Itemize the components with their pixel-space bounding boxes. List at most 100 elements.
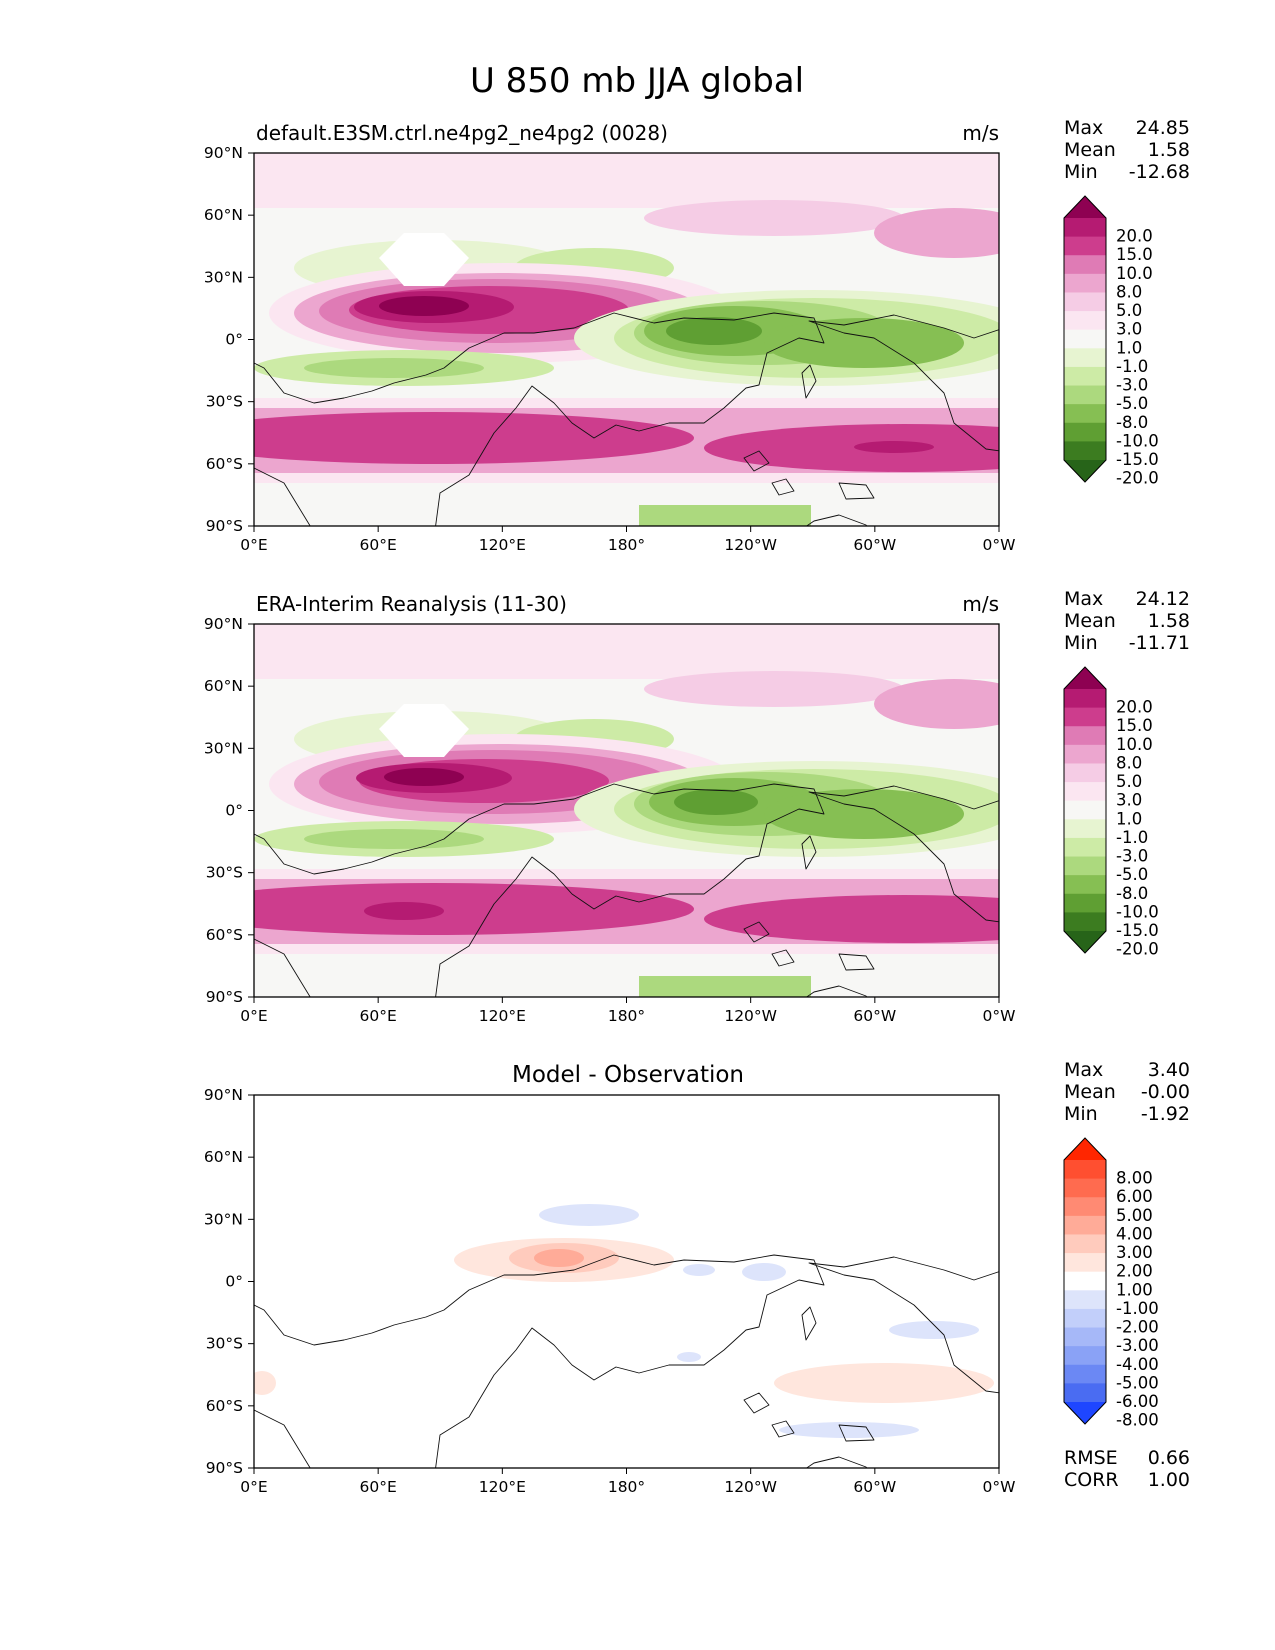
- field-arctic: [254, 624, 999, 679]
- colorbar-swatch: [1064, 689, 1106, 709]
- x-tick-label: 120°W: [724, 1007, 777, 1025]
- colorbar-swatch: [1064, 1178, 1106, 1198]
- topography-mask: [379, 704, 469, 757]
- field-monsoon-6: [384, 768, 464, 786]
- colorbar-swatch: [1064, 273, 1106, 294]
- colorbar-swatch: [1064, 311, 1106, 331]
- panel-reference: ERA-Interim Reanalysis (11-30) m/s: [204, 592, 1016, 1025]
- field-antarctic-easterly: [639, 505, 811, 526]
- colorbar-swatch: [1064, 912, 1106, 932]
- diff-atl-negative: [889, 1321, 979, 1339]
- field-north-atlantic-jet: [874, 208, 999, 258]
- colorbar-level-label: -5.00: [1116, 1373, 1159, 1392]
- field-sh-jet-b: [704, 424, 999, 472]
- colorbar-swatch: [1064, 819, 1106, 839]
- stat-label: Mean: [1064, 1081, 1116, 1103]
- stat-label: Min: [1064, 632, 1098, 654]
- stat-label: Max: [1064, 1059, 1103, 1081]
- y-tick-label: 90°S: [206, 517, 243, 535]
- y-tick-label: 90°S: [206, 1459, 243, 1477]
- field-sh-jet-b: [704, 895, 999, 943]
- colorbar-extend-bottom: [1064, 931, 1106, 953]
- colorbar-level-label: -10.0: [1116, 902, 1159, 921]
- y-tick-label: 30°S: [206, 864, 243, 882]
- y-tick-label: 60°S: [206, 455, 243, 473]
- y-tick-label: 60°N: [204, 677, 243, 695]
- colorbar-swatch: [1064, 875, 1106, 895]
- y-tick-label: 30°N: [204, 268, 243, 286]
- field-trop-easterly-5: [666, 317, 762, 345]
- colorbar-swatch: [1064, 348, 1106, 368]
- field-north-pacific-jet: [644, 671, 904, 707]
- colorbar-swatch: [1064, 837, 1106, 858]
- diff-antarctic-negative: [779, 1422, 919, 1438]
- field-sh-jet-a-core: [364, 902, 444, 920]
- stat-value: 3.40: [1148, 1059, 1190, 1081]
- colorbar-level-label: -1.00: [1116, 1299, 1159, 1318]
- y-tick-label: 0°: [225, 1273, 243, 1291]
- field-north-atlantic-jet: [874, 679, 999, 729]
- field-antarctic: [254, 483, 999, 526]
- colorbar-level-label: 8.0: [1116, 753, 1142, 772]
- stat-label: Mean: [1064, 610, 1116, 632]
- colorbar-swatch: [1064, 441, 1106, 461]
- metric-label: RMSE: [1064, 1447, 1118, 1469]
- colorbar-swatch: [1064, 1271, 1106, 1291]
- y-tick-label: 90°N: [204, 615, 243, 633]
- x-tick-label: 180°: [608, 1478, 645, 1496]
- colorbar-level-label: 1.00: [1116, 1280, 1153, 1299]
- colorbar-level-label: -2.00: [1116, 1318, 1159, 1337]
- colorbar-swatch: [1064, 1215, 1106, 1236]
- field-sh-jet-core: [854, 441, 934, 453]
- field-sh-jet-a: [254, 412, 694, 464]
- stat-label: Min: [1064, 161, 1098, 183]
- axis-ticks: 0°E 60°E 120°E 180° 120°W 60°W 0°W 90°N 60°N 30°N…: [204, 615, 1016, 1025]
- stat-value: 24.85: [1136, 117, 1190, 139]
- x-tick-label: 0°E: [240, 1478, 267, 1496]
- colorbar-swatch: [1064, 1197, 1106, 1217]
- colorbar-level-label: -1.0: [1116, 357, 1148, 376]
- y-tick-label: 0°: [225, 331, 243, 349]
- axis-ticks: 0°E 60°E 120°E 180° 120°W 60°W 0°W 90°N 60°N 30°N…: [204, 1086, 1016, 1496]
- x-tick-label: 60°W: [853, 536, 896, 554]
- field-amazon-easterly: [764, 789, 964, 839]
- x-tick-label: 60°W: [853, 1007, 896, 1025]
- x-tick-label: 120°E: [479, 1007, 526, 1025]
- colorbar-swatch: [1064, 1160, 1106, 1180]
- stat-label: Max: [1064, 588, 1103, 610]
- colorbar-level-label: 10.0: [1116, 735, 1153, 754]
- colorbar-swatch: [1064, 707, 1106, 727]
- panel-difference: Model - Observation 0°E 60°E 120°E 180° 120°…: [204, 1062, 1016, 1496]
- colorbar-level-label: 6.00: [1116, 1187, 1153, 1206]
- x-tick-label: 0°W: [983, 1007, 1016, 1025]
- colorbar-swatch: [1064, 236, 1106, 256]
- x-tick-label: 60°E: [360, 1478, 397, 1496]
- stat-value: -1.92: [1141, 1103, 1190, 1125]
- y-tick-label: 60°S: [206, 1397, 243, 1415]
- colorbar-swatch: [1064, 726, 1106, 746]
- stat-label: Min: [1064, 1103, 1098, 1125]
- field-indian-easterly-2: [304, 358, 484, 378]
- x-tick-label: 0°E: [240, 536, 267, 554]
- panel-test-units: m/s: [962, 121, 999, 145]
- panel-test: default.E3SM.ctrl.ne4pg2_ne4pg2 (0028) m…: [204, 121, 1016, 554]
- colorbar-extend-bottom: [1064, 1402, 1106, 1424]
- colorbar-extend-top: [1064, 196, 1106, 218]
- x-tick-label: 60°E: [360, 1007, 397, 1025]
- colorbar-swatch: [1064, 1327, 1106, 1347]
- colorbar-level-label: 8.00: [1116, 1169, 1153, 1188]
- colorbar-level-label: 1.0: [1116, 338, 1142, 357]
- diff-sp-negative: [677, 1352, 701, 1362]
- stat-label: Max: [1064, 117, 1103, 139]
- colorbar-level-label: -3.0: [1116, 376, 1148, 395]
- colorbar-level-label: 15.0: [1116, 245, 1153, 264]
- colorbar-level-label: 1.0: [1116, 809, 1142, 828]
- colorbar-swatch: [1064, 1364, 1106, 1384]
- colorbar-level-label: -15.0: [1116, 450, 1159, 469]
- colorbar-level-label: 5.00: [1116, 1206, 1153, 1225]
- colorbar-swatch: [1064, 1290, 1106, 1310]
- x-tick-label: 0°W: [983, 1478, 1016, 1496]
- colorbar-outline: [1063, 1137, 1107, 1425]
- x-tick-label: 120°W: [724, 536, 777, 554]
- field-antarctic-easterly: [639, 976, 811, 997]
